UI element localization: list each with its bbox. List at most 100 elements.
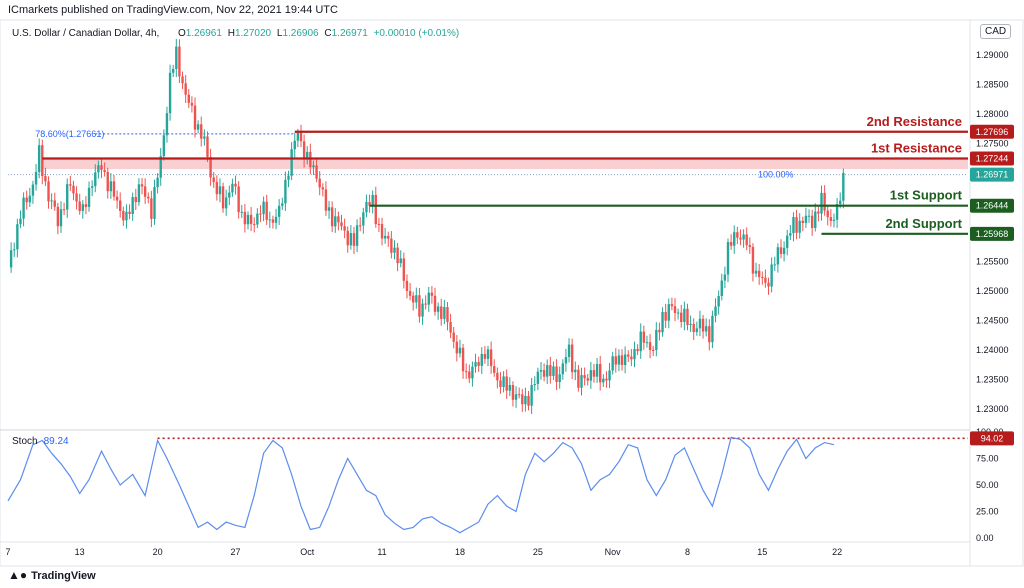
candle-body	[193, 105, 197, 130]
resistance-zone	[42, 158, 969, 170]
candle-body	[19, 218, 22, 225]
candle-body	[714, 306, 717, 316]
candle-body	[801, 220, 805, 223]
candle-body	[602, 378, 605, 383]
candle-body	[817, 211, 820, 214]
candle-body	[708, 326, 711, 343]
candle-body	[69, 184, 72, 186]
candle-body	[564, 357, 568, 364]
candle-body	[676, 312, 680, 314]
candle-body	[321, 187, 325, 190]
level-price-tag	[970, 151, 1014, 166]
stoch-level-label: 94.02	[981, 433, 1004, 443]
candle-body	[577, 369, 580, 388]
candle-body	[287, 175, 290, 180]
price-tick-label: 1.29000	[976, 50, 1009, 60]
candle-body	[524, 395, 527, 405]
candle-body	[617, 355, 621, 365]
candle-body	[742, 234, 745, 240]
candle-body	[695, 328, 699, 333]
time-tick-label: 13	[75, 547, 85, 557]
candle-body	[820, 192, 823, 214]
currency-button[interactable]: CAD	[980, 24, 1012, 39]
price-tick-label: 1.23000	[976, 404, 1009, 414]
candle-body	[334, 216, 337, 227]
candle-body	[359, 225, 362, 227]
candle-body	[595, 364, 599, 377]
level-price-label: 1.27244	[976, 153, 1009, 163]
candle-body	[745, 234, 748, 246]
time-tick-label: Oct	[300, 547, 315, 557]
candle-body	[231, 183, 234, 193]
candle-body	[623, 354, 627, 366]
candle-body	[823, 192, 826, 211]
candle-body	[586, 378, 589, 381]
candle-body	[119, 200, 122, 212]
candle-body	[343, 226, 346, 231]
candle-body	[312, 165, 315, 168]
candle-body	[726, 242, 730, 275]
tradingview-brand[interactable]: ▲● TradingView	[8, 568, 96, 582]
candle-body	[433, 295, 437, 312]
candle-body	[203, 136, 206, 139]
candle-body	[324, 189, 328, 211]
candle-body	[87, 187, 91, 207]
level-name: 2nd Resistance	[867, 114, 962, 129]
candle-body	[125, 211, 128, 221]
candle-body	[402, 258, 406, 281]
candle-body	[842, 172, 845, 201]
candle-body	[134, 197, 137, 203]
level-price-tag	[970, 226, 1014, 241]
level-price-label: 1.27696	[976, 127, 1009, 137]
candle-body	[514, 394, 518, 400]
candle-body	[645, 342, 649, 344]
candle-body	[396, 247, 399, 264]
candle-body	[555, 366, 558, 382]
candle-body	[829, 217, 833, 221]
candle-body	[839, 200, 842, 205]
candle-body	[327, 207, 331, 211]
level-price-tag	[970, 198, 1014, 213]
candle-body	[78, 201, 81, 211]
symbol-title[interactable]: U.S. Dollar / Canadian Dollar, 4h,	[12, 28, 160, 39]
candle-body	[212, 177, 215, 183]
candle-body	[131, 197, 134, 214]
ohlc-readout: O1.26961 H1.27020 L1.26906 C1.26971 +0.0…	[178, 28, 459, 39]
candle-body	[171, 68, 175, 73]
level-price-tag	[970, 124, 1014, 139]
candle-body	[627, 354, 630, 357]
candle-body	[168, 72, 172, 114]
ohlc-low-label: L	[276, 28, 283, 39]
candle-body	[218, 186, 222, 195]
candle-body	[832, 219, 836, 221]
candle-body	[352, 233, 356, 246]
candle-body	[234, 183, 237, 187]
candle-body	[648, 342, 652, 350]
candle-body	[670, 304, 674, 307]
candle-body	[521, 394, 524, 405]
stoch-tick-label: 0.00	[976, 533, 994, 543]
candle-body	[97, 165, 100, 173]
candle-body	[306, 151, 309, 160]
candle-body	[362, 212, 365, 226]
time-tick-label: 27	[231, 547, 241, 557]
candle-body	[580, 375, 583, 388]
price-tick-label: 1.28000	[976, 109, 1009, 119]
candle-body	[711, 315, 714, 343]
candle-body	[804, 215, 808, 223]
candle-body	[549, 365, 552, 376]
candle-body	[511, 385, 515, 400]
price-tick-label: 1.27500	[976, 138, 1009, 148]
ohlc-close: 1.26971	[331, 28, 368, 39]
time-tick-label: 25	[533, 547, 543, 557]
candle-body	[561, 363, 565, 375]
candle-body	[405, 280, 409, 292]
candle-body	[776, 247, 780, 265]
candle-body	[698, 318, 702, 329]
candle-body	[178, 46, 181, 77]
candle-body	[570, 344, 574, 373]
tradingview-logo-icon: ▲●	[8, 568, 28, 582]
candle-body	[100, 165, 103, 170]
candle-body	[75, 193, 78, 202]
